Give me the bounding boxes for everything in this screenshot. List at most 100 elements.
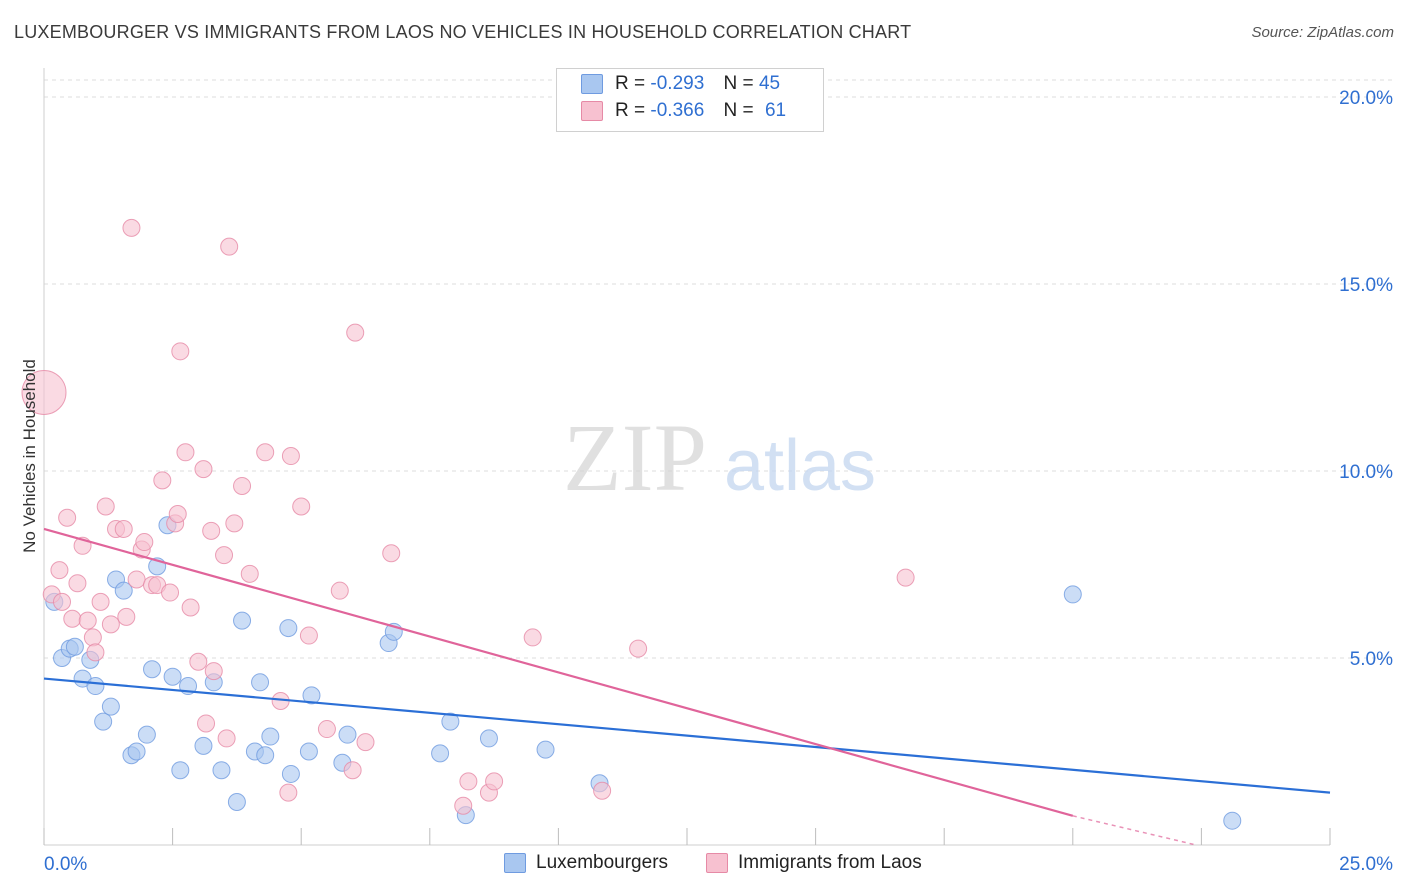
point-laos	[197, 714, 216, 733]
n-value: 61	[764, 100, 787, 121]
point-luxembourgers	[338, 725, 357, 744]
n-label: N =	[723, 100, 754, 121]
point-laos	[122, 218, 141, 237]
trend-line-laos-extension	[1072, 815, 1197, 846]
point-laos	[96, 497, 115, 516]
y-tick-labels: 5.0% 10.0% 15.0% 20.0%	[1339, 88, 1393, 670]
point-laos	[53, 592, 72, 611]
source-label: Source: ZipAtlas.com	[1251, 24, 1394, 41]
point-laos	[161, 583, 180, 602]
point-laos	[382, 544, 401, 563]
axes	[43, 68, 1331, 846]
point-laos	[168, 505, 187, 524]
x-tick-label: 0.0%	[44, 854, 87, 875]
point-luxembourgers	[94, 712, 113, 731]
point-laos	[523, 628, 542, 647]
point-luxembourgers	[171, 761, 190, 780]
point-laos	[135, 533, 154, 552]
point-laos	[240, 564, 259, 583]
point-luxembourgers	[431, 744, 450, 763]
point-laos	[220, 237, 239, 256]
point-laos	[346, 323, 365, 342]
point-luxembourgers	[137, 725, 156, 744]
point-laos	[86, 643, 105, 662]
r-value: -0.366	[650, 100, 705, 121]
point-laos	[281, 447, 300, 466]
legend-label: Luxembourgers	[536, 852, 669, 873]
y-tick-label: 10.0%	[1339, 462, 1393, 483]
point-luxembourgers	[441, 712, 460, 731]
point-laos	[194, 460, 213, 479]
point-laos	[83, 628, 102, 647]
point-luxembourgers	[86, 677, 105, 696]
point-laos	[58, 508, 77, 527]
point-luxembourgers	[101, 697, 120, 716]
point-laos	[256, 443, 275, 462]
point-laos	[204, 662, 223, 681]
y-tick-label: 15.0%	[1339, 275, 1393, 296]
point-laos	[171, 342, 190, 361]
point-luxembourgers	[261, 727, 280, 746]
point-laos	[153, 471, 172, 490]
point-luxembourgers	[279, 619, 298, 638]
point-laos	[176, 443, 195, 462]
point-laos	[114, 519, 133, 538]
point-laos	[279, 783, 298, 802]
point-laos	[217, 729, 236, 748]
point-laos	[225, 514, 244, 533]
point-luxembourgers	[479, 729, 498, 748]
point-laos	[896, 568, 915, 587]
point-laos	[101, 615, 120, 634]
point-laos	[233, 476, 252, 495]
bottom-legend-laos: Immigrants from Laos	[706, 852, 922, 878]
point-laos	[21, 369, 67, 415]
point-laos	[117, 607, 136, 626]
point-laos	[330, 581, 349, 600]
point-luxembourgers	[65, 637, 84, 656]
legend-swatch-blue	[504, 852, 526, 873]
trend-lines	[43, 527, 1331, 846]
point-luxembourgers	[281, 764, 300, 783]
point-laos	[91, 592, 110, 611]
point-laos	[629, 639, 648, 658]
point-luxembourgers	[194, 736, 213, 755]
point-laos	[299, 626, 318, 645]
x-tick-labels: 0.0% 25.0%	[44, 854, 1393, 875]
n-label: N =	[723, 73, 754, 94]
legend-row-luxembourgers: R = -0.293 N = 45	[581, 73, 780, 99]
x-tick-label: 25.0%	[1339, 854, 1393, 875]
point-luxembourgers	[143, 660, 162, 679]
point-laos	[50, 561, 69, 580]
trend-line-luxembourgers	[43, 677, 1331, 794]
point-luxembourgers	[536, 740, 555, 759]
point-luxembourgers	[227, 792, 246, 811]
y-axis-label: No Vehicles in Household	[20, 359, 39, 553]
point-laos	[454, 796, 473, 815]
legend-label: Immigrants from Laos	[738, 852, 922, 873]
point-luxembourgers	[256, 746, 275, 765]
point-laos	[215, 546, 234, 565]
point-laos	[356, 733, 375, 752]
point-laos	[292, 497, 311, 516]
n-value: 45	[758, 73, 781, 94]
point-luxembourgers	[1063, 585, 1082, 604]
point-luxembourgers	[1223, 811, 1242, 830]
point-laos	[343, 761, 362, 780]
point-laos	[181, 598, 200, 617]
point-laos	[63, 609, 82, 628]
point-luxembourgers	[163, 667, 182, 686]
point-luxembourgers	[251, 673, 270, 692]
point-luxembourgers	[114, 581, 133, 600]
point-luxembourgers	[212, 761, 231, 780]
chart-title: LUXEMBOURGER VS IMMIGRANTS FROM LAOS NO …	[14, 22, 912, 42]
r-value: -0.293	[650, 73, 705, 94]
legend-swatch-pink	[581, 100, 603, 121]
point-laos	[202, 521, 221, 540]
point-laos	[68, 574, 87, 593]
point-luxembourgers	[299, 742, 318, 761]
r-label: R =	[615, 100, 646, 121]
bottom-legend-luxembourgers: Luxembourgers	[504, 852, 668, 878]
y-tick-label: 5.0%	[1350, 649, 1393, 670]
watermark-atlas: atlas	[724, 426, 876, 506]
